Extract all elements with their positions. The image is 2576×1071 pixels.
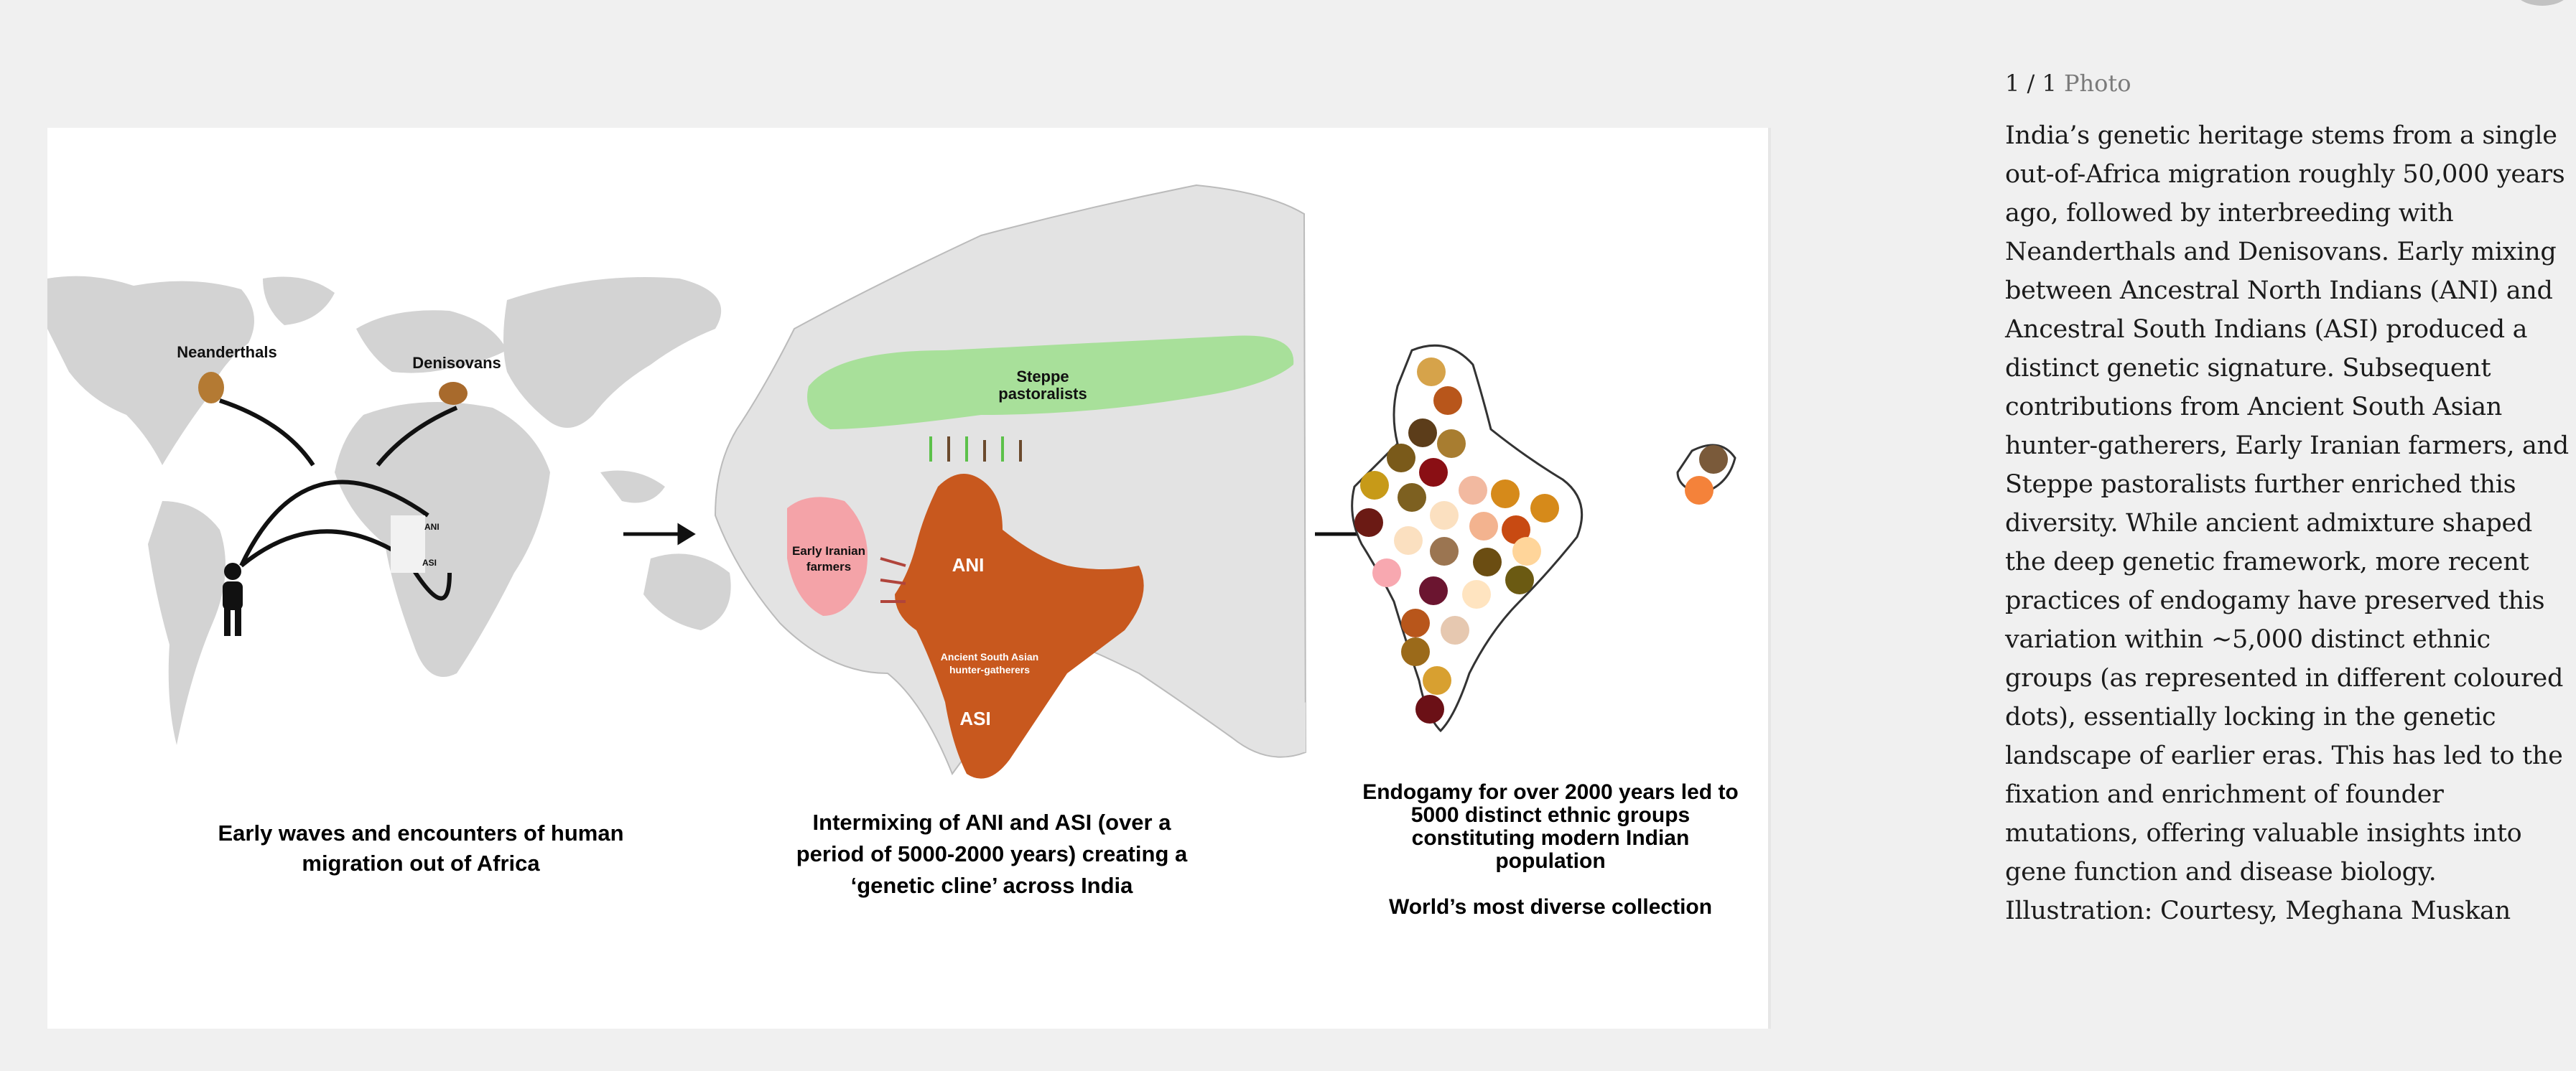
india-dots-map [1351,344,1736,733]
photo: Neanderthals Denisovans ANI ASI [47,128,1768,1029]
iranian-label-1: Early Iranian [792,544,865,558]
close-button[interactable] [2514,0,2571,6]
assg-label-2: hunter-gatherers [949,664,1030,675]
steppe-label-2: pastoralists [998,385,1087,403]
ani-label: ANI [952,554,985,576]
arrow-right-icon [623,523,696,546]
india-region [895,474,1144,779]
denisovan-skull-icon [439,382,468,405]
caption-right: Endogamy for over 2000 years led to 5000… [1362,780,1739,873]
caption-right-sub: World’s most diverse collection [1388,895,1713,919]
ani-small-label: ANI [424,522,440,532]
asi-label: ASI [959,708,990,729]
world-map [47,276,731,745]
steppe-region [807,335,1294,429]
ani-asi-marker [391,515,425,573]
illustration: Neanderthals Denisovans ANI ASI [47,184,1736,779]
steppe-label-1: Steppe [1016,368,1069,385]
photo-counter-value: 1 / 1 [2005,70,2057,97]
iranian-label-2: farmers [806,560,851,574]
photo-counter-label: Photo [2064,70,2131,97]
influx-arrows [880,436,1022,603]
human-icon [223,563,243,636]
photo-counter: 1 / 1 Photo [2005,67,2572,99]
iranian-farmers-region [787,497,868,616]
photo-details-panel: 1 / 1 Photo India’s genetic heritage ste… [2005,67,2572,930]
caption-left: Early waves and encounters of human migr… [218,820,624,876]
eurasia-map: Steppe pastoralists Early Iranian farmer… [714,184,1307,779]
neanderthals-label: Neanderthals [177,343,276,361]
neanderthal-skull-icon [198,372,224,403]
denisovans-label: Denisovans [412,354,501,372]
photo-description: India’s genetic heritage stems from a si… [2005,121,2569,925]
asi-small-label: ASI [422,558,437,568]
caption-middle: Intermixing of ANI and ASI (over a perio… [796,810,1188,898]
assg-label-1: Ancient South Asian [941,651,1038,663]
